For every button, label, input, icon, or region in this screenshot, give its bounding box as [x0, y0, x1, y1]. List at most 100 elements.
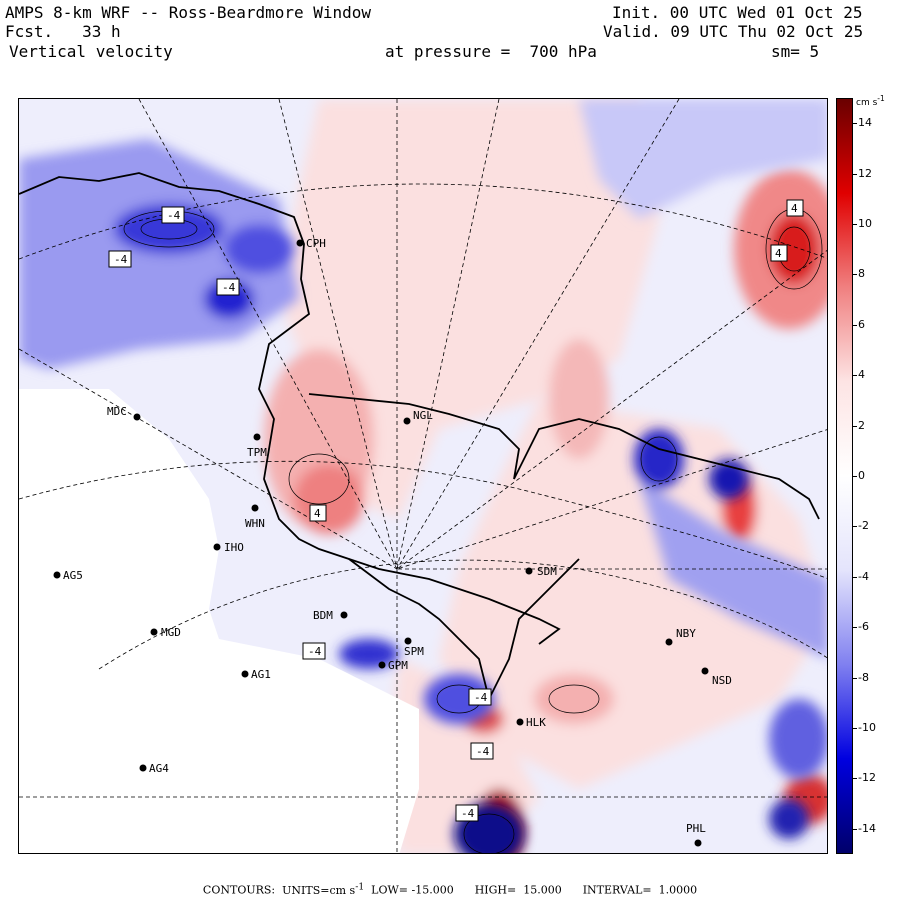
init-time: Init. 00 UTC Wed 01 Oct 25: [612, 3, 863, 22]
contour-label: 4: [309, 504, 327, 522]
svg-text:-4: -4: [461, 807, 475, 820]
contour-label: -4: [470, 742, 494, 760]
colorbar-tick-mark: [853, 123, 857, 125]
colorbar-tick-label: -10: [858, 721, 876, 734]
colorbar-tick-mark: [853, 425, 857, 427]
contour-label: 4: [786, 199, 804, 217]
contour-info: CONTOURS: UNITS=cm s-1 LOW= -15.000 HIGH…: [0, 881, 900, 897]
colorbar-tick-label: 12: [858, 166, 872, 180]
colorbar-tick-mark: [853, 274, 857, 276]
svg-text:IHO: IHO: [224, 541, 244, 554]
svg-text:TPM: TPM: [247, 446, 267, 459]
station-ag1: AG1: [241, 668, 271, 681]
colorbar-tick-mark: [853, 476, 857, 477]
station-iho: IHO: [213, 541, 244, 554]
svg-text:MGD: MGD: [161, 626, 181, 639]
station-nsd: NSD: [701, 667, 732, 687]
colorbar-tick-mark: [853, 375, 857, 377]
colorbar-tick-mark: [853, 828, 857, 830]
station-nby: NBY: [665, 627, 696, 646]
colorbar-tick-label: -2: [858, 519, 869, 533]
lat-lon-grid: [19, 99, 827, 853]
station-bdm: BDM: [313, 609, 348, 622]
svg-text:-4: -4: [167, 209, 181, 222]
colorbar-tick-mark: [853, 526, 857, 528]
field-name: Vertical velocity: [9, 42, 173, 61]
colorbar-tick-label: 0: [858, 469, 865, 482]
station-spm: SPM: [404, 637, 424, 658]
station-tpm: TPM: [247, 433, 267, 459]
pressure-level: at pressure = 700 hPa: [385, 42, 597, 61]
colorbar-tick-mark: [853, 576, 857, 578]
contour-label: -4: [468, 688, 492, 706]
interval-value: INTERVAL= 1.0000: [582, 883, 698, 897]
svg-text:NSD: NSD: [712, 674, 732, 687]
svg-text:-4: -4: [222, 281, 236, 294]
colorbar-tick-label: -8: [858, 670, 869, 684]
coastline: [19, 172, 820, 700]
svg-text:MDC: MDC: [107, 405, 127, 418]
forecast-hour: Fcst. 33 h: [5, 22, 121, 41]
svg-text:-4: -4: [114, 253, 128, 266]
valid-time: Valid. 09 UTC Thu 02 Oct 25: [603, 22, 864, 41]
svg-text:PHL: PHL: [686, 822, 706, 835]
negative-velocity-regions: [19, 99, 827, 853]
colorbar-tick-mark: [853, 173, 857, 175]
svg-text:-4: -4: [476, 745, 490, 758]
station-cph: CPH: [296, 237, 326, 250]
svg-text:AG4: AG4: [149, 762, 169, 775]
station-ag5: AG5: [53, 569, 83, 582]
station-whn: WHN: [245, 504, 265, 530]
no-data-region: [19, 389, 419, 853]
station-mgd: MGD: [150, 626, 181, 639]
contour-labels: -4 -4 -4 4 4 4 -4 -4 -4 -4: [108, 199, 804, 822]
svg-text:4: 4: [314, 507, 321, 520]
svg-text:SPM: SPM: [404, 645, 424, 658]
svg-text:SDM: SDM: [537, 565, 557, 578]
station-ag4: AG4: [139, 762, 169, 775]
units-label: UNITS=cm s-1: [282, 881, 365, 897]
colorbar-tick-label: 6: [858, 317, 865, 331]
high-value: HIGH= 15.000: [474, 883, 562, 897]
colorbar-tick-label: -14: [858, 821, 876, 835]
contour-label: -4: [216, 278, 240, 296]
contour-label: -4: [302, 642, 326, 660]
smoothing-value: sm= 5: [771, 42, 820, 61]
svg-text:4: 4: [791, 202, 798, 215]
colorbar-tick-mark: [853, 627, 857, 629]
contour-label: 4: [770, 244, 788, 262]
svg-text:BDM: BDM: [313, 609, 333, 622]
svg-text:NBY: NBY: [676, 627, 696, 640]
station-phl: PHL: [686, 822, 706, 847]
svg-text:WHN: WHN: [245, 517, 265, 530]
svg-text:AG5: AG5: [63, 569, 83, 582]
contour-label: -4: [108, 250, 132, 268]
colorbar-tick-mark: [853, 728, 857, 729]
colorbar-tick-mark: [853, 324, 857, 326]
contour-label: -4: [161, 206, 185, 224]
station-sdm: SDM: [525, 565, 557, 578]
vertical-velocity-map: -4 -4 -4 4 4 4 -4 -4 -4 -4 CPH NGL MDC T…: [18, 98, 828, 854]
station-ngl: NGL: [403, 409, 433, 425]
svg-text:HLK: HLK: [526, 716, 546, 729]
colorbar-tick-label: 14: [858, 116, 872, 130]
station-gpm: GPM: [378, 659, 408, 672]
colorbar-tick-mark: [853, 677, 857, 679]
colorbar-tick-label: 8: [858, 267, 865, 281]
colorbar-tick-label: -6: [858, 620, 869, 634]
colorbar-tick-label: 4: [858, 368, 865, 382]
low-value: LOW= -15.000: [371, 883, 454, 897]
svg-text:4: 4: [775, 247, 782, 260]
station-hlk: HLK: [516, 716, 546, 729]
colorbar-tick-label: -4: [858, 569, 869, 583]
colorbar-tick-label: 2: [858, 418, 865, 432]
svg-text:AG1: AG1: [251, 668, 271, 681]
contours-label: CONTOURS:: [202, 883, 276, 897]
station-markers: CPH NGL MDC TPM WHN IHO AG5 SDM BDM MGD …: [53, 237, 732, 847]
colorbar-tick-mark: [853, 778, 857, 780]
colorbar-tick-label: -12: [858, 771, 876, 785]
map-title: AMPS 8-km WRF -- Ross-Beardmore Window: [5, 3, 372, 22]
map-canvas: -4 -4 -4 4 4 4 -4 -4 -4 -4 CPH NGL MDC T…: [19, 99, 827, 853]
colorbar: [836, 98, 853, 854]
colorbar-unit: cm s-1: [856, 94, 885, 108]
